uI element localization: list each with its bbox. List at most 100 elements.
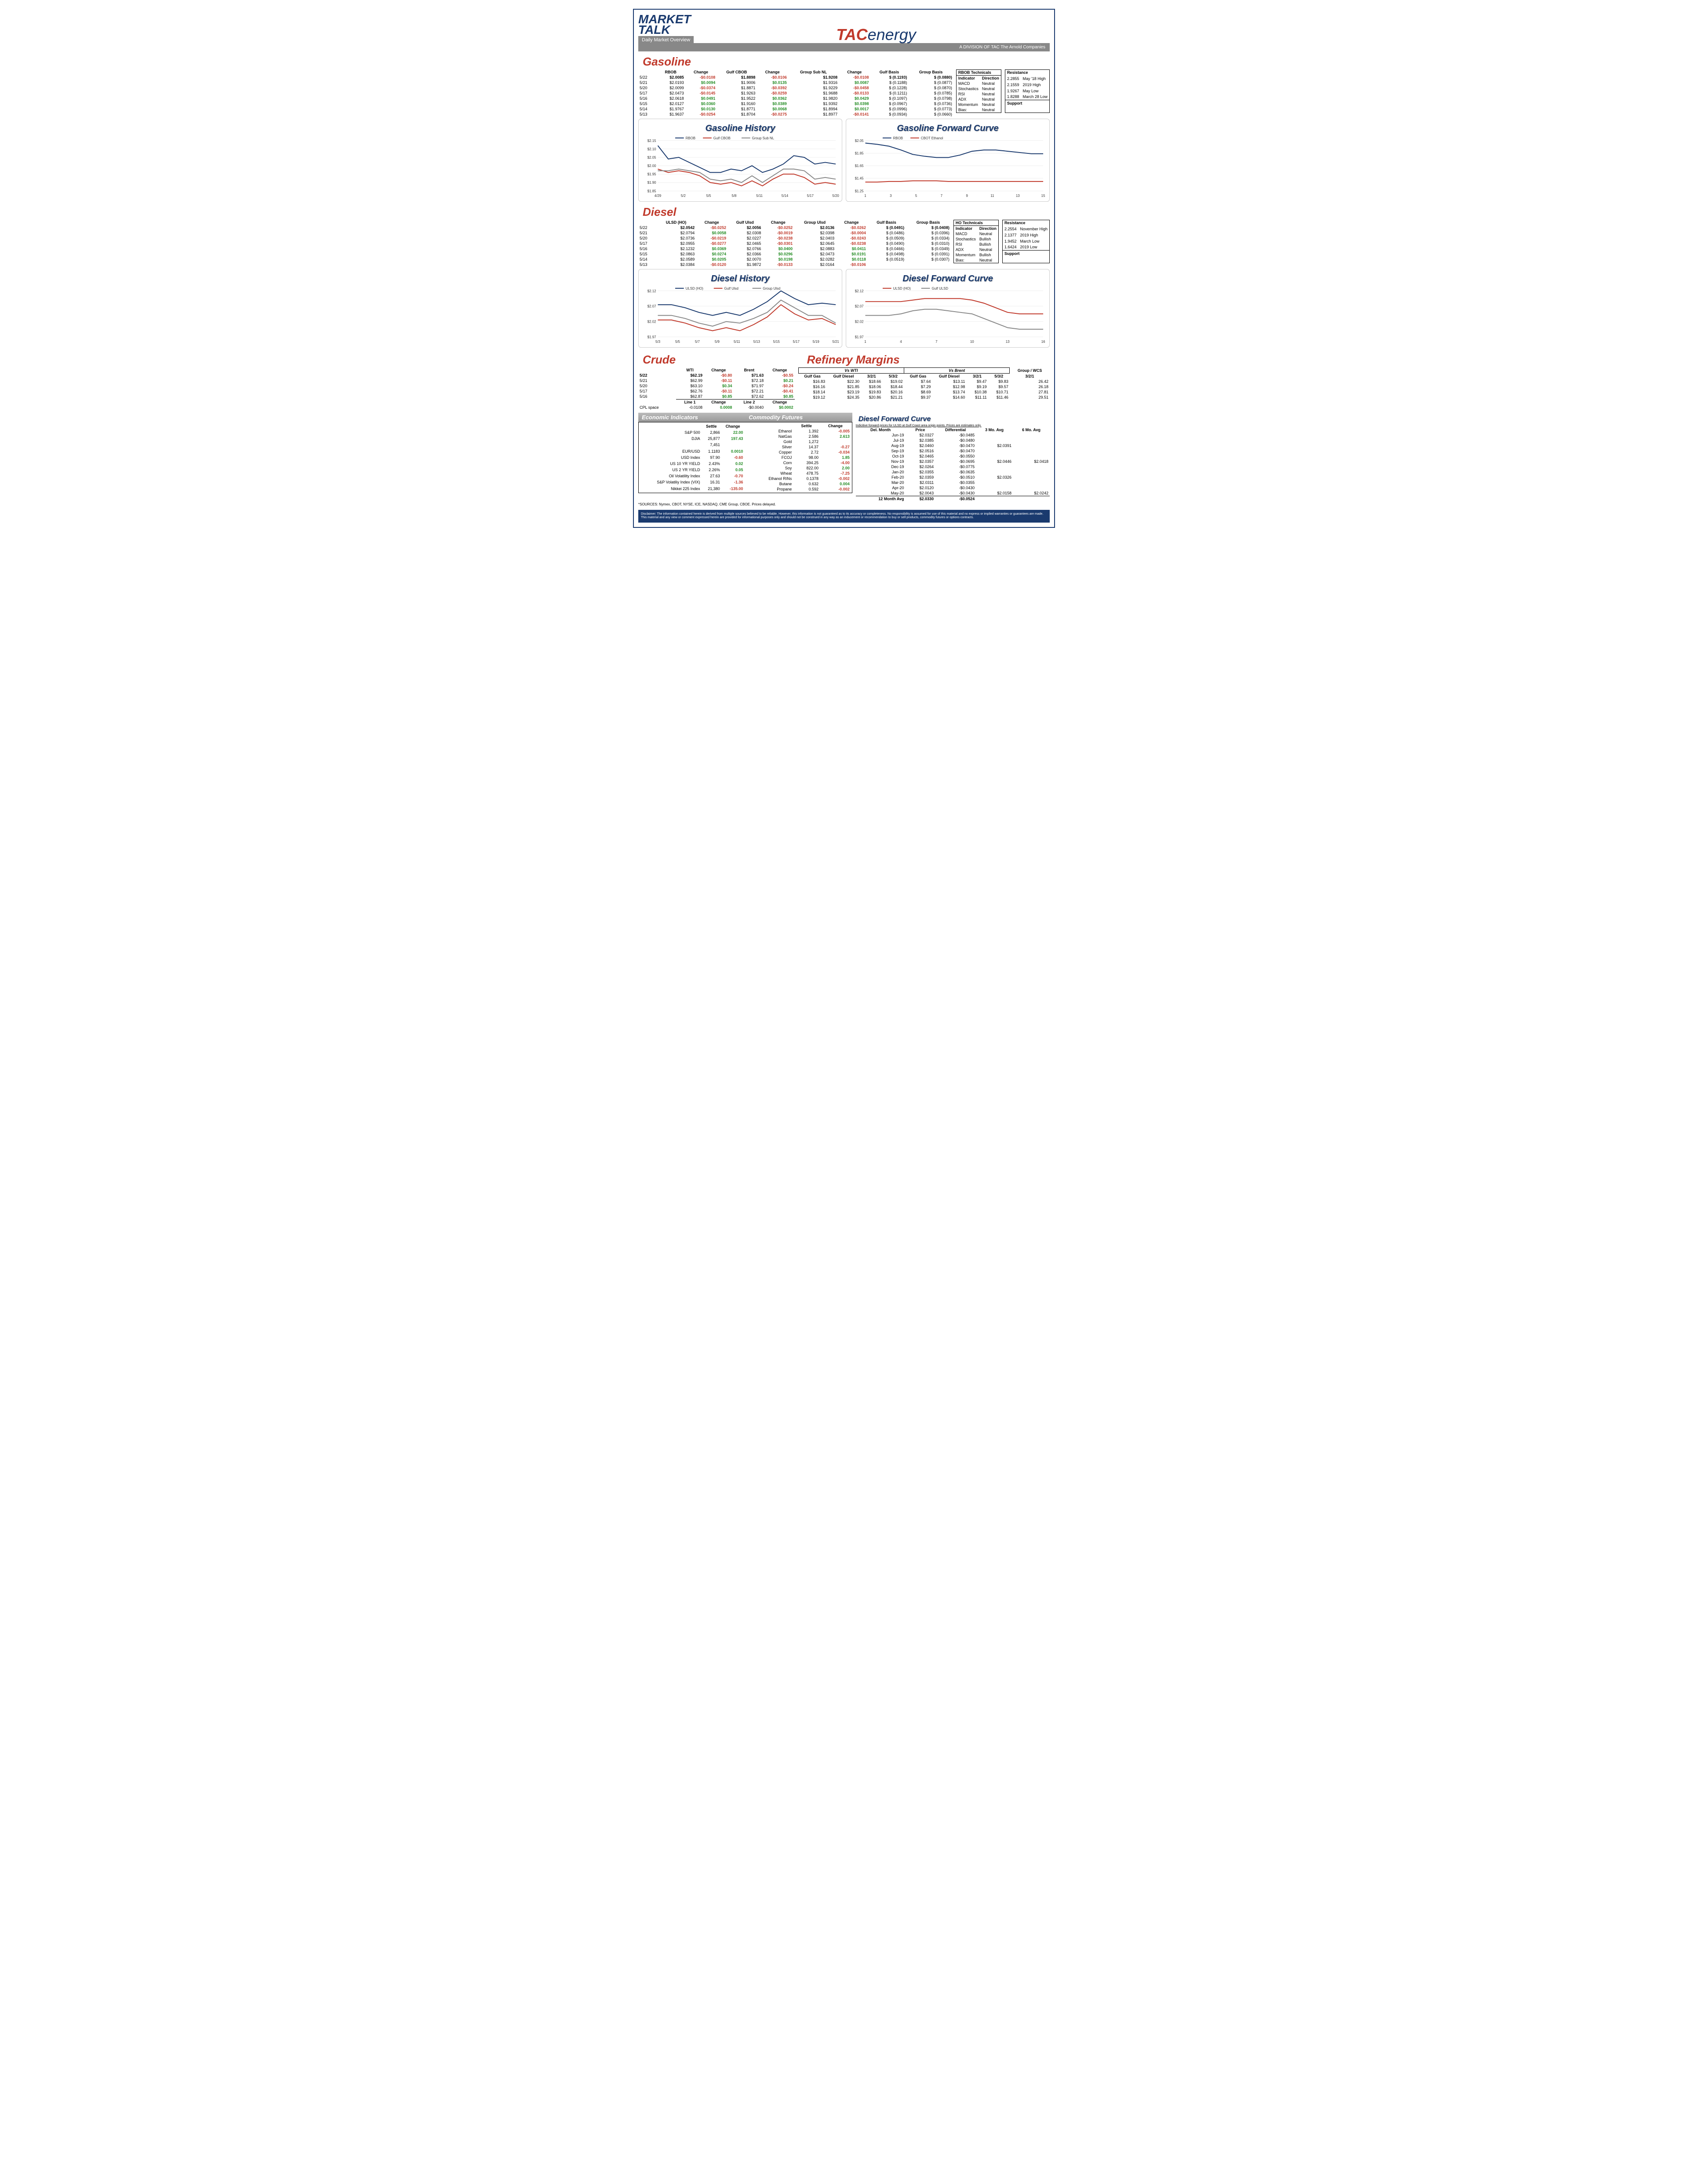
svg-text:5/13: 5/13 <box>753 340 760 344</box>
gasoline-data: RBOBChangeGulf CBOBChangeGroup Sub NLCha… <box>638 69 1050 117</box>
refinery-table: Vs WTIVs BrentGroup / WCSGulf GasGulf Di… <box>798 367 1050 400</box>
tac-energy-logo: TACenergy <box>702 25 1050 44</box>
svg-text:5/19: 5/19 <box>812 340 819 344</box>
svg-text:9: 9 <box>966 194 968 198</box>
gasoline-history-box: Gasoline History $1.85$1.90$1.95$2.00$2.… <box>638 119 842 202</box>
svg-text:Group Sub NL: Group Sub NL <box>752 136 775 140</box>
market-talk-logo: MARKET TALK Daily Market Overview <box>638 14 694 44</box>
svg-text:5/9: 5/9 <box>715 340 720 344</box>
svg-text:$2.12: $2.12 <box>648 289 656 293</box>
tac-text: TAC <box>836 25 867 44</box>
svg-text:$1.65: $1.65 <box>855 164 864 168</box>
svg-text:Gulf ULSD: Gulf ULSD <box>931 286 948 290</box>
svg-text:$1.97: $1.97 <box>648 335 656 339</box>
svg-text:$2.07: $2.07 <box>648 304 656 308</box>
svg-text:$2.10: $2.10 <box>648 147 656 151</box>
svg-text:$2.02: $2.02 <box>855 320 864 323</box>
svg-text:Group Ulsd: Group Ulsd <box>763 286 780 290</box>
svg-text:$2.02: $2.02 <box>648 320 656 323</box>
svg-text:13: 13 <box>1016 194 1020 198</box>
gasoline-forward-chart: $1.25$1.45$1.65$1.85$2.0513579111315RBOB… <box>848 134 1048 200</box>
crude-block: WTIChangeBrentChange5/22$62.19-$0.80$71.… <box>638 367 795 410</box>
gasoline-tech-block: RBOB TechnicalsIndicatorDirectionMACDNeu… <box>956 69 1050 113</box>
econ-table: SettleChangeS&P 5002,86622.00DJIA25,8771… <box>640 423 744 492</box>
crude-refinery-titles: Crude Refinery Margins <box>638 349 1050 367</box>
svg-text:$1.85: $1.85 <box>855 151 864 155</box>
svg-text:3: 3 <box>890 194 892 198</box>
diesel-forward-title: Diesel Forward Curve <box>848 274 1048 284</box>
svg-text:5/21: 5/21 <box>832 340 839 344</box>
svg-text:5/14: 5/14 <box>782 194 789 198</box>
diesel-resistance: Resistance 2.2554November High 2.1377201… <box>1002 220 1050 263</box>
svg-text:5/5: 5/5 <box>675 340 680 344</box>
svg-text:$2.05: $2.05 <box>648 156 656 160</box>
dfc-block: Diesel Forward Curve Indicitive forward … <box>856 413 1050 501</box>
econ-header: Economic Indicators <box>638 413 745 422</box>
svg-text:5: 5 <box>915 194 917 198</box>
svg-text:5/7: 5/7 <box>695 340 700 344</box>
refinery-block: Vs WTIVs BrentGroup / WCSGulf GasGulf Di… <box>798 367 1050 410</box>
svg-text:$1.90: $1.90 <box>648 181 656 185</box>
svg-text:$2.12: $2.12 <box>855 289 864 293</box>
svg-text:7: 7 <box>941 194 942 198</box>
svg-text:1: 1 <box>864 194 866 198</box>
svg-text:Gulf CBOB: Gulf CBOB <box>713 136 731 140</box>
crude-refinery-row: WTIChangeBrentChange5/22$62.19-$0.80$71.… <box>638 367 1050 410</box>
svg-text:$1.45: $1.45 <box>855 176 864 180</box>
svg-text:5/5: 5/5 <box>706 194 712 198</box>
daily-market-overview: Daily Market Overview <box>638 36 694 44</box>
gasoline-forward-title: Gasoline Forward Curve <box>848 124 1048 134</box>
diesel-tech-block: HO TechnicalsIndicatorDirectionMACDNeutr… <box>953 220 1050 263</box>
svg-text:$1.97: $1.97 <box>855 335 864 339</box>
bottom-row: Economic Indicators Commodity Futures Se… <box>638 413 1050 501</box>
header: MARKET TALK Daily Market Overview TACene… <box>638 14 1050 44</box>
svg-text:15: 15 <box>1041 194 1045 198</box>
econ-comm-tables: SettleChangeS&P 5002,86622.00DJIA25,8771… <box>638 422 852 493</box>
gasoline-technicals: RBOB TechnicalsIndicatorDirectionMACDNeu… <box>956 69 1001 113</box>
diesel-history-box: Diesel History $1.97$2.02$2.07$2.125/35/… <box>638 269 842 348</box>
svg-text:7: 7 <box>935 340 937 344</box>
gasoline-history-chart: $1.85$1.90$1.95$2.00$2.05$2.10$2.154/295… <box>640 134 840 200</box>
svg-text:5/17: 5/17 <box>807 194 814 198</box>
svg-text:$2.07: $2.07 <box>855 304 864 308</box>
diesel-history-title: Diesel History <box>640 274 840 284</box>
svg-text:5/15: 5/15 <box>773 340 780 344</box>
commodity-header: Commodity Futures <box>745 413 852 422</box>
svg-text:$1.25: $1.25 <box>855 189 864 193</box>
diesel-forward-chart: $1.97$2.02$2.07$2.12147101316ULSD (HO)Gu… <box>848 285 1048 345</box>
svg-text:5/11: 5/11 <box>734 340 740 344</box>
gasoline-table: RBOBChangeGulf CBOBChangeGroup Sub NLCha… <box>638 69 953 117</box>
commodity-table: SettleChangeEthanol1.392-0.005NatGas2.58… <box>746 423 851 492</box>
sources-note: *SOURCES: Nymex, CBOT, NYSE, ICE, NASDAQ… <box>638 502 1050 506</box>
crude-title: Crude <box>643 353 799 367</box>
svg-text:RBOB: RBOB <box>686 136 695 140</box>
division-bar: A DIVISION OF TAC The Arnold Companies <box>638 43 1050 51</box>
dfc-table: Del. MonthPriceDifferential3 Mo. Avg6 Mo… <box>856 427 1050 501</box>
svg-text:$2.05: $2.05 <box>855 138 864 142</box>
svg-text:5/20: 5/20 <box>832 194 839 198</box>
svg-text:5/2: 5/2 <box>681 194 686 198</box>
svg-text:CBOT Ethanol: CBOT Ethanol <box>921 136 943 140</box>
refinery-title: Refinery Margins <box>807 353 1050 367</box>
dfc-title: Diesel Forward Curve <box>859 415 1050 423</box>
svg-text:RBOB: RBOB <box>893 136 903 140</box>
svg-text:4/29: 4/29 <box>655 194 661 198</box>
dfc-note: Indicitive forward prices for ULSD at Gu… <box>856 424 1050 427</box>
talk-word: TALK <box>638 25 694 35</box>
svg-text:ULSD (HO): ULSD (HO) <box>686 286 704 290</box>
diesel-title: Diesel <box>643 205 1050 219</box>
svg-text:5/17: 5/17 <box>793 340 800 344</box>
svg-text:16: 16 <box>1041 340 1045 344</box>
svg-text:1: 1 <box>864 340 866 344</box>
gasoline-forward-box: Gasoline Forward Curve $1.25 $1.45 $1.65 $1… <box>846 119 1050 202</box>
energy-text: energy <box>868 25 916 44</box>
svg-text:13: 13 <box>1006 340 1010 344</box>
svg-text:5/8: 5/8 <box>731 194 737 198</box>
gasoline-charts-row: Gasoline History $1.85$1.90$1.95$2.00$2.… <box>638 119 1050 202</box>
diesel-forward-box: Diesel Forward Curve $1.97 $2.02 $2.07 $2.1… <box>846 269 1050 348</box>
crude-table: WTIChangeBrentChange5/22$62.19-$0.80$71.… <box>638 367 795 410</box>
diesel-history-chart: $1.97$2.02$2.07$2.125/35/55/75/95/115/13… <box>640 285 840 345</box>
disclaimer: Disclaimer: The information contained he… <box>638 510 1050 523</box>
gasoline-title: Gasoline <box>643 55 1050 69</box>
svg-text:$2.15: $2.15 <box>648 138 656 142</box>
